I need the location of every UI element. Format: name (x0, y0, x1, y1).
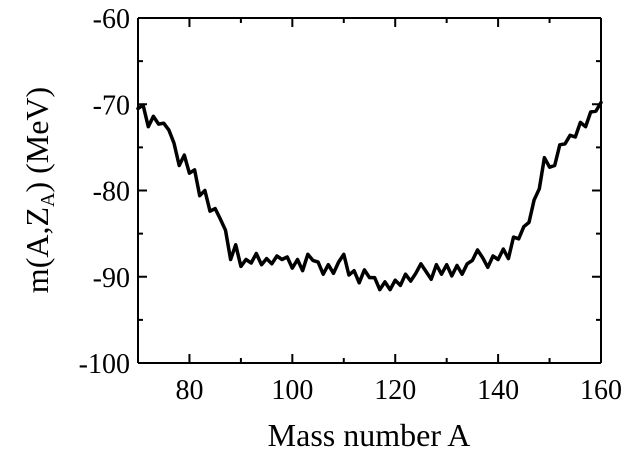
plot-frame (137, 17, 602, 364)
x-tick-label: 160 (580, 375, 622, 406)
y-tick-label: -100 (79, 349, 130, 380)
y-axis-title-subscript: A (37, 192, 59, 207)
y-tick-label: -90 (93, 263, 130, 294)
x-tick-label: 100 (271, 375, 313, 406)
x-tick-label: 120 (374, 375, 416, 406)
tick-labels: 80 100 120 140 160 -60 -70 -80 -90 -100 (79, 4, 622, 406)
y-tick-label: -80 (93, 177, 130, 208)
y-axis-title: m(A,ZA) (MeV) (19, 87, 59, 293)
x-tick-label: 140 (477, 375, 519, 406)
y-tick-label: -70 (93, 90, 130, 121)
tick-marks (137, 17, 602, 364)
y-tick-label: -60 (93, 4, 130, 35)
x-tick-label: 80 (175, 375, 203, 406)
x-axis-title: Mass number A (268, 417, 471, 451)
mass-series-line (136, 100, 603, 292)
y-axis-title-prefix: m(A,Z (19, 207, 55, 293)
y-axis-title-suffix: ) (MeV) (19, 87, 55, 193)
